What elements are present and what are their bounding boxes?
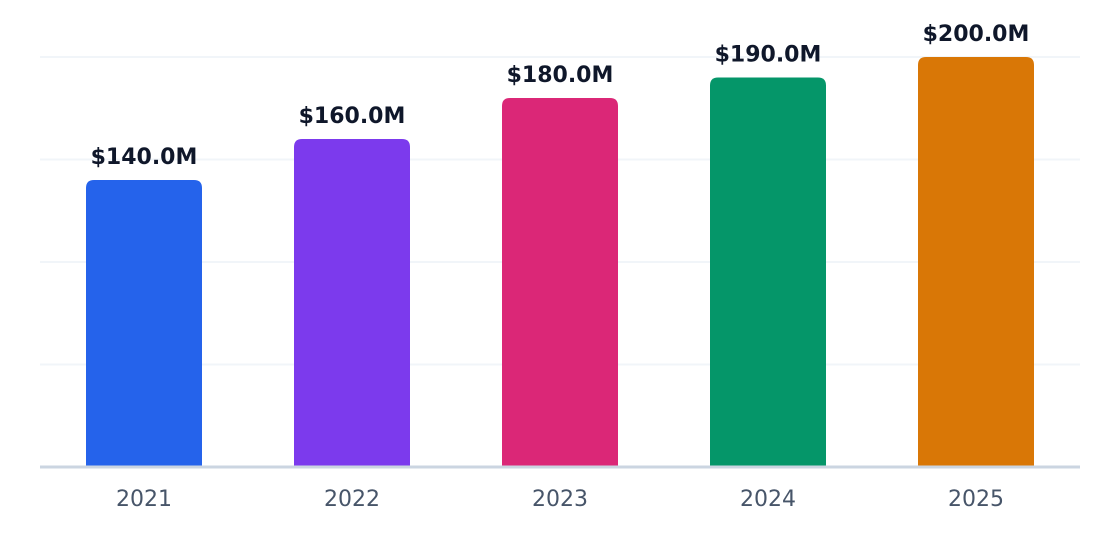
value-label: $160.0M: [299, 104, 406, 129]
x-tick-label: 2023: [532, 487, 588, 512]
x-tick-label: 2021: [116, 487, 172, 512]
bar: [294, 139, 410, 467]
bar: [86, 180, 202, 467]
bar: [918, 57, 1034, 467]
value-label: $140.0M: [91, 145, 198, 170]
x-tick-label: 2025: [948, 487, 1004, 512]
bar: [710, 77, 826, 467]
x-tick-label: 2022: [324, 487, 380, 512]
value-label: $200.0M: [923, 22, 1030, 47]
bar: [502, 98, 618, 467]
value-label: $190.0M: [715, 43, 822, 68]
value-label: $180.0M: [507, 63, 614, 88]
x-tick-label: 2024: [740, 487, 796, 512]
